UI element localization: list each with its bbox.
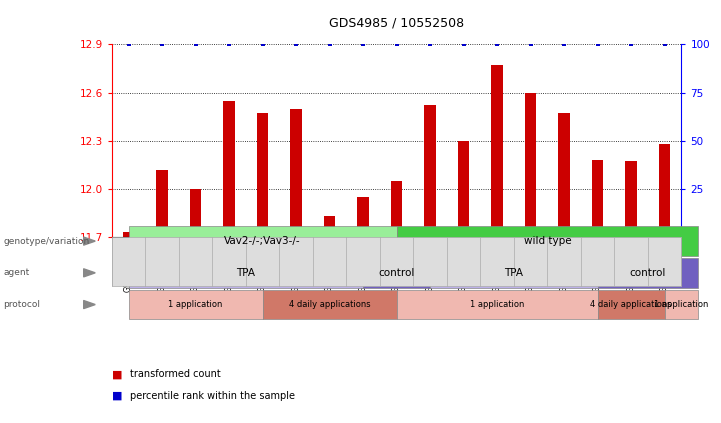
Text: 4 daily applications: 4 daily applications: [590, 300, 672, 309]
Bar: [257, 113, 268, 237]
Bar: [290, 109, 302, 237]
Bar: [491, 65, 503, 237]
Text: percentile rank within the sample: percentile rank within the sample: [130, 390, 295, 401]
Bar: [525, 93, 536, 237]
Bar: [625, 162, 637, 237]
Bar: [357, 197, 369, 237]
Bar: [659, 144, 671, 237]
Text: TPA: TPA: [504, 268, 523, 278]
Bar: [190, 189, 201, 237]
Text: agent: agent: [4, 268, 30, 277]
Text: 1 application: 1 application: [470, 300, 524, 309]
Text: control: control: [379, 268, 415, 278]
Bar: [558, 113, 570, 237]
Bar: [391, 181, 402, 237]
Bar: [123, 232, 134, 237]
Text: Vav2-/-;Vav3-/-: Vav2-/-;Vav3-/-: [224, 236, 301, 246]
Polygon shape: [84, 237, 95, 245]
Text: 1 application: 1 application: [654, 300, 709, 309]
Polygon shape: [84, 300, 95, 309]
Text: wild type: wild type: [523, 236, 571, 246]
Bar: [458, 141, 469, 237]
Text: TPA: TPA: [236, 268, 255, 278]
Text: ■: ■: [112, 390, 123, 401]
Text: transformed count: transformed count: [130, 369, 221, 379]
Bar: [324, 216, 335, 237]
Bar: [424, 105, 436, 237]
Text: 4 daily applications: 4 daily applications: [288, 300, 371, 309]
Text: ■: ■: [112, 369, 123, 379]
Text: protocol: protocol: [4, 300, 40, 309]
Text: genotype/variation: genotype/variation: [4, 236, 90, 246]
Polygon shape: [84, 269, 95, 277]
Bar: [592, 160, 603, 237]
Bar: [156, 170, 168, 237]
Text: 1 application: 1 application: [168, 300, 223, 309]
Text: GDS4985 / 10552508: GDS4985 / 10552508: [329, 17, 464, 30]
Bar: [224, 101, 235, 237]
Text: control: control: [629, 268, 666, 278]
